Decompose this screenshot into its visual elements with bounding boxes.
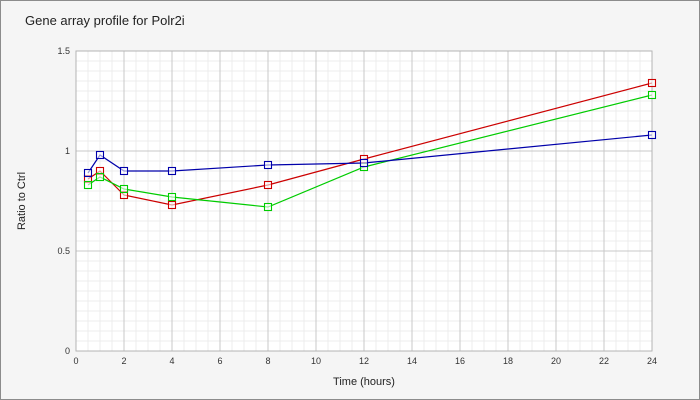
series-3-point bbox=[167, 166, 177, 176]
x-tick-label: 12 bbox=[359, 356, 369, 366]
x-tick-label: 20 bbox=[551, 356, 561, 366]
y-axis-label: Ratio to Ctrl bbox=[16, 172, 28, 230]
x-axis-ticks: 0 2 4 6 8 10 12 14 16 18 20 22 24 bbox=[73, 356, 657, 366]
x-tick-label: 4 bbox=[169, 356, 174, 366]
series-2-point bbox=[83, 180, 93, 190]
series-layer bbox=[83, 78, 657, 212]
series-3-point bbox=[647, 130, 657, 140]
series-2-point bbox=[647, 90, 657, 100]
major-grid bbox=[75, 50, 653, 352]
x-axis-label: Time (hours) bbox=[333, 376, 395, 388]
chart-title: Gene array profile for Polr2i bbox=[25, 13, 185, 28]
x-tick-label: 24 bbox=[647, 356, 657, 366]
series-2-point bbox=[95, 172, 105, 182]
y-tick-label: 0 bbox=[65, 346, 70, 356]
series-1-point bbox=[263, 180, 273, 190]
x-tick-label: 2 bbox=[121, 356, 126, 366]
series-2-point bbox=[167, 192, 177, 202]
series-2-point bbox=[119, 184, 129, 194]
y-tick-label: 1.5 bbox=[57, 46, 70, 56]
series-1-point bbox=[167, 200, 177, 210]
y-tick-label: 0.5 bbox=[57, 246, 70, 256]
x-tick-label: 0 bbox=[73, 356, 78, 366]
x-tick-label: 6 bbox=[217, 356, 222, 366]
series-3-point bbox=[263, 160, 273, 170]
y-tick-label: 1 bbox=[65, 146, 70, 156]
x-tick-label: 16 bbox=[455, 356, 465, 366]
x-tick-label: 10 bbox=[311, 356, 321, 366]
series-2-point bbox=[263, 202, 273, 212]
series-3-point bbox=[119, 166, 129, 176]
series-3-point bbox=[95, 150, 105, 160]
series-3 bbox=[83, 130, 657, 178]
plot-border bbox=[75, 50, 653, 352]
x-tick-label: 14 bbox=[407, 356, 417, 366]
x-tick-label: 22 bbox=[599, 356, 609, 366]
x-tick-label: 18 bbox=[503, 356, 513, 366]
x-tick-label: 8 bbox=[265, 356, 270, 366]
series-1-point bbox=[647, 78, 657, 88]
series-3-point bbox=[359, 158, 369, 168]
y-axis-ticks: 0 0.5 1 1.5 bbox=[57, 46, 70, 356]
series-3-point bbox=[83, 168, 93, 178]
